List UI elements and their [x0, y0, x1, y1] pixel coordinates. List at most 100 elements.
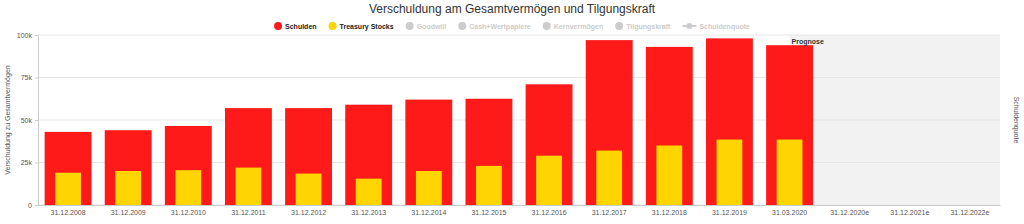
- grid-line: [38, 77, 1000, 78]
- x-tick-label: 31.12.2017: [592, 209, 627, 216]
- y-tick-label: 75k: [21, 74, 33, 81]
- legend-label: Tilgungskraft: [626, 23, 671, 31]
- bar: [646, 47, 693, 205]
- x-tick: 31.03.2020: [772, 205, 807, 216]
- y-tick-label: 25k: [21, 159, 33, 166]
- bar: [416, 171, 442, 205]
- y-tick-mark: [35, 120, 38, 121]
- grid: [38, 35, 1000, 205]
- bar: [586, 40, 633, 205]
- x-tick: 31.12.2018: [652, 205, 687, 216]
- y-tick-label: 50k: [21, 117, 33, 124]
- x-tick: 31.12.2015: [471, 205, 506, 216]
- x-tick: 31.12.2022e: [950, 205, 989, 216]
- legend-item: Treasury Stocks: [329, 22, 394, 31]
- legend-marker: [615, 22, 623, 30]
- x-tick: 31.12.2014: [411, 205, 446, 216]
- legend-item: Goodwill: [406, 22, 447, 30]
- x-tick: 31.12.2016: [532, 205, 567, 216]
- legend-marker: [329, 22, 337, 30]
- bar: [45, 132, 92, 205]
- y-tick: 0: [28, 202, 38, 209]
- bar: [175, 170, 201, 205]
- legend-marker: [406, 22, 414, 30]
- x-tick: 31.12.2011: [231, 205, 266, 216]
- legend-marker: [274, 22, 282, 30]
- y-tick-label: 100k: [17, 32, 33, 39]
- x-tick-label: 31.12.2011: [231, 209, 266, 216]
- bar: [115, 171, 141, 205]
- x-tick-label: 31.12.2014: [411, 209, 446, 216]
- legend-label: Schuldenquote: [699, 23, 750, 31]
- x-tick-label: 31.12.2018: [652, 209, 687, 216]
- x-tick: 31.12.2008: [51, 205, 86, 216]
- bar: [465, 99, 512, 205]
- y2-axis-title: Schuldenquote: [1012, 97, 1020, 144]
- x-axis: 31.12.2008 31.12.2009 31.12.2010 31.12.2011…: [39, 205, 1001, 216]
- x-tick-label: 31.12.2020e: [830, 209, 869, 216]
- legend-item: Schulden: [274, 22, 317, 30]
- x-tick: 31.12.2019: [712, 205, 747, 216]
- y-tick-mark: [35, 163, 38, 164]
- y-axis: 0 25k 50k 75k 100k: [17, 32, 39, 209]
- bar: [225, 108, 272, 205]
- x-tick-label: 31.12.2015: [471, 209, 506, 216]
- x-tick-label: 31.12.2008: [51, 209, 86, 216]
- legend-marker: [686, 23, 692, 29]
- grid-line: [38, 35, 1000, 36]
- x-tick: 31.12.2021e: [890, 205, 929, 216]
- bar: [165, 126, 212, 205]
- bar: [656, 146, 682, 206]
- x-tick-label: 31.12.2012: [291, 209, 326, 216]
- x-tick: 31.12.2020e: [830, 205, 869, 216]
- bar: [777, 140, 803, 205]
- y-axis-line: [35, 36, 39, 206]
- legend-label: Kernvermögen: [554, 23, 603, 31]
- bar: [766, 45, 813, 205]
- x-tick-label: 31.12.2009: [111, 209, 146, 216]
- x-tick-label: 31.12.2022e: [950, 209, 989, 216]
- bar: [55, 173, 81, 205]
- x-tick-label: 31.12.2019: [712, 209, 747, 216]
- y-axis-title: Verschuldung zu Gesamtvermögen: [4, 65, 12, 174]
- bar: [596, 151, 622, 205]
- legend-marker: [458, 22, 466, 30]
- bar: [476, 166, 502, 205]
- grid-line: [38, 120, 1000, 121]
- bar: [717, 140, 743, 205]
- x-tick-label: 31.03.2020: [772, 209, 807, 216]
- x-tick-label: 31.12.2016: [532, 209, 567, 216]
- y-tick-mark: [35, 35, 38, 36]
- bar: [405, 100, 452, 205]
- legend: Schulden Treasury Stocks Goodwill Cash+Wert…: [274, 22, 750, 31]
- chart: 025k50k75k100k31.12.200831.12.200931.12.…: [0, 0, 1024, 224]
- x-tick-label: 31.12.2013: [351, 209, 386, 216]
- bar: [536, 156, 562, 205]
- bar: [296, 174, 322, 205]
- legend-label: Cash+Wertpapiere: [469, 23, 531, 31]
- title: Verschuldung am Gesamtvermögen und Tilgu…: [369, 2, 656, 16]
- legend-item: Cash+Wertpapiere: [458, 22, 531, 31]
- y-tick: 25k: [21, 159, 38, 166]
- bar: [345, 105, 392, 205]
- x-tick: 31.12.2009: [111, 205, 146, 216]
- legend-label: Goodwill: [417, 23, 447, 30]
- y-tick-mark: [35, 78, 38, 79]
- bar: [526, 84, 573, 205]
- x-axis-line: [39, 205, 1001, 206]
- legend-item: Schuldenquote: [682, 23, 750, 31]
- bars: [45, 38, 813, 205]
- x-tick: 31.12.2012: [291, 205, 326, 216]
- y-tick: 100k: [17, 32, 38, 39]
- y-tick-mark: [35, 205, 38, 206]
- annotation: Prognose: [792, 38, 824, 46]
- x-tick-label: 31.12.2021e: [890, 209, 929, 216]
- x-tick-label: 31.12.2010: [171, 209, 206, 216]
- legend-marker: [543, 22, 551, 30]
- x-tick: 31.12.2010: [171, 205, 206, 216]
- legend-item: Kernvermögen: [543, 22, 603, 31]
- legend-label: Treasury Stocks: [340, 23, 394, 31]
- y-tick: 50k: [21, 117, 38, 124]
- bar: [706, 38, 753, 205]
- bar: [105, 130, 152, 205]
